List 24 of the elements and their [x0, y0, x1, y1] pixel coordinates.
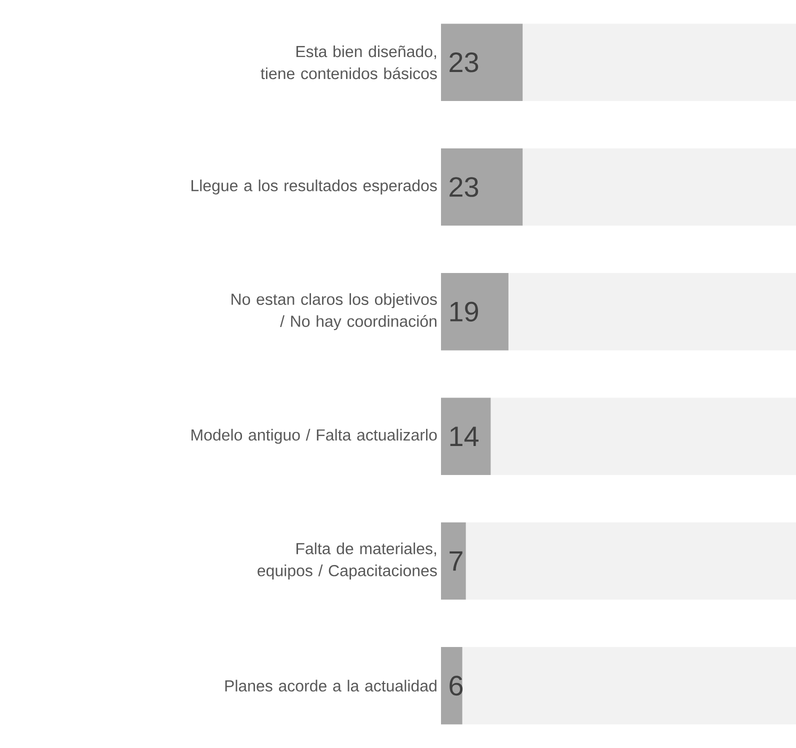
data-label: 23 — [450, 177, 478, 197]
bar — [466, 522, 796, 600]
bar — [462, 647, 796, 724]
y-tick-label: No estan claros los objetivos / No hay coordinación — [232, 293, 437, 330]
bar — [441, 273, 508, 350]
y-tick-label: Esta bien diseñado, tiene contenidos básicos — [260, 45, 437, 80]
bar — [441, 522, 466, 600]
bar — [441, 24, 523, 101]
data-label: 7 — [450, 551, 462, 571]
bar — [441, 148, 523, 226]
y-tick-label: Modelo antiguo / Falta actualizarlo — [192, 428, 437, 444]
y-tick-label: Falta de materiales, equipos / Capacitaciones — [258, 542, 437, 580]
data-label: 23 — [450, 52, 478, 72]
bar — [522, 24, 796, 101]
data-label: 6 — [450, 676, 463, 696]
data-label: 19 — [450, 302, 478, 322]
bar — [522, 148, 796, 226]
data-label: 14 — [450, 426, 479, 446]
y-tick-label: Llegue a los resultados esperados — [192, 180, 437, 194]
bar — [441, 398, 491, 475]
y-tick-label: Planes acorde a la actualidad — [225, 680, 436, 692]
bar — [490, 398, 796, 475]
bar — [441, 647, 462, 724]
bar — [508, 273, 796, 350]
